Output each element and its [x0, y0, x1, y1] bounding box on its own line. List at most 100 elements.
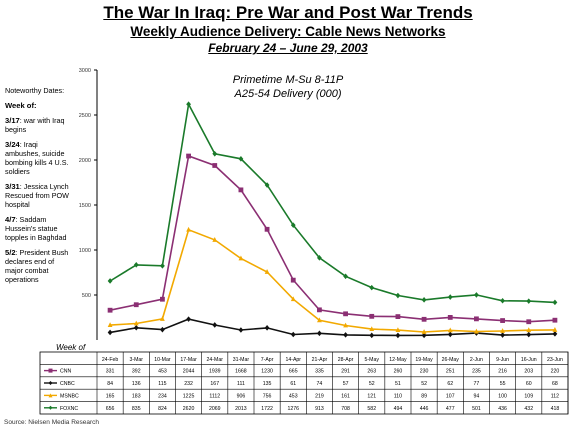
data-point: [107, 322, 113, 328]
data-point: [212, 237, 218, 242]
data-label: 1276: [287, 406, 299, 412]
data-label: 1225: [183, 393, 195, 399]
series-line-msnbc: [110, 228, 555, 333]
y-tick-label: 500: [82, 293, 91, 299]
legend-marker: [48, 393, 53, 398]
data-label: 392: [132, 369, 141, 375]
data-label: 68: [552, 381, 558, 387]
data-point: [447, 327, 453, 333]
note-event-date: 5/2: [5, 248, 16, 257]
data-label: 109: [524, 393, 533, 399]
data-point: [160, 263, 165, 269]
data-label: 1722: [261, 406, 273, 412]
data-label: 60: [526, 381, 532, 387]
data-label: 453: [158, 369, 167, 375]
data-label: 167: [210, 381, 219, 387]
data-point: [395, 327, 401, 332]
data-label: 1939: [209, 369, 221, 375]
data-point: [317, 330, 322, 337]
x-tick-label: 17-Mar: [180, 357, 197, 363]
y-tick-label: 1000: [79, 248, 91, 254]
data-point: [264, 325, 270, 331]
data-label: 251: [446, 369, 455, 375]
x-tick-label: 16-Jun: [521, 357, 537, 363]
data-point: [447, 294, 453, 300]
legend-entry-cnn: CNN: [60, 369, 71, 375]
data-label: 2013: [235, 406, 247, 412]
data-label: 824: [158, 406, 167, 412]
data-label: 77: [474, 381, 480, 387]
data-label: 235: [472, 369, 481, 375]
series-line-cnn: [109, 154, 555, 323]
data-label: 665: [289, 369, 298, 375]
data-label: 51: [395, 381, 401, 387]
data-label: 331: [106, 369, 115, 375]
data-label: 2044: [183, 369, 195, 375]
x-tick-label: 3-Mar: [129, 357, 143, 363]
y-tick-label: 2500: [79, 113, 91, 119]
data-point: [447, 331, 453, 338]
data-point: [264, 269, 270, 274]
data-point: [526, 331, 532, 338]
legend-entry-cnbc: CNBC: [60, 381, 75, 387]
data-point: [447, 315, 453, 320]
x-tick-label: 28-Apr: [338, 357, 354, 363]
data-label: 219: [315, 393, 324, 399]
series-line-cnbc: [109, 318, 555, 337]
note-event-date: 3/17: [5, 116, 20, 125]
data-label: 161: [341, 393, 350, 399]
note-event: 4/7: Saddam Hussein's statue topples in …: [5, 215, 73, 242]
data-label: 121: [367, 393, 376, 399]
x-tick-label: 14-Apr: [285, 357, 301, 363]
data-point: [552, 331, 558, 337]
data-point: [186, 101, 191, 107]
noteworthy-dates-panel: Noteworthy Dates: Week of: 3/17: war wit…: [5, 86, 73, 284]
data-point: [160, 326, 165, 333]
data-point: [552, 327, 558, 332]
data-label: 501: [472, 406, 481, 412]
data-label: 112: [551, 393, 559, 399]
data-label: 835: [132, 406, 141, 412]
data-point: [343, 311, 348, 317]
note-event-text: : Jessica Lynch Rescued from POW hospita…: [5, 182, 69, 209]
data-point: [500, 328, 505, 333]
data-label: 234: [158, 393, 167, 399]
data-label: 220: [551, 369, 560, 375]
data-label: 913: [315, 406, 324, 412]
data-point: [369, 313, 375, 319]
data-label: 335: [315, 369, 324, 375]
data-point: [238, 255, 244, 261]
x-tick-label: 10-Mar: [154, 357, 171, 363]
data-table-border: [39, 351, 569, 415]
x-tick-label: 2-Jun: [470, 357, 483, 363]
data-label: 74: [317, 381, 323, 387]
y-tick-label: 3000: [79, 68, 91, 74]
data-point: [343, 332, 348, 338]
data-point: [133, 320, 139, 326]
data-label: 260: [394, 369, 403, 375]
data-point: [395, 332, 401, 339]
y-tick-label: 1500: [79, 203, 91, 209]
legend-entry-msnbc: MSNBC: [60, 393, 79, 399]
data-point: [526, 319, 532, 325]
data-point: [369, 284, 375, 291]
data-label: 135: [263, 381, 272, 387]
data-label: 477: [446, 406, 455, 412]
data-label: 203: [524, 369, 533, 375]
data-point: [552, 299, 558, 306]
data-label: 418: [551, 406, 560, 412]
data-point: [238, 156, 244, 162]
data-point: [421, 329, 427, 334]
data-label: 61: [290, 381, 296, 387]
x-tick-label: 24-Feb: [102, 357, 119, 363]
data-label: 291: [341, 369, 350, 375]
series-line-foxnc: [109, 101, 555, 304]
data-label: 453: [289, 393, 298, 399]
data-label: 1668: [235, 369, 247, 375]
data-label: 89: [421, 393, 427, 399]
data-point: [526, 298, 532, 304]
note-event: 3/17: war with Iraq begins: [5, 116, 73, 134]
note-event-date: 3/31: [5, 182, 20, 191]
x-tick-label: 31-Mar: [233, 357, 250, 363]
data-label: 165: [106, 393, 115, 399]
